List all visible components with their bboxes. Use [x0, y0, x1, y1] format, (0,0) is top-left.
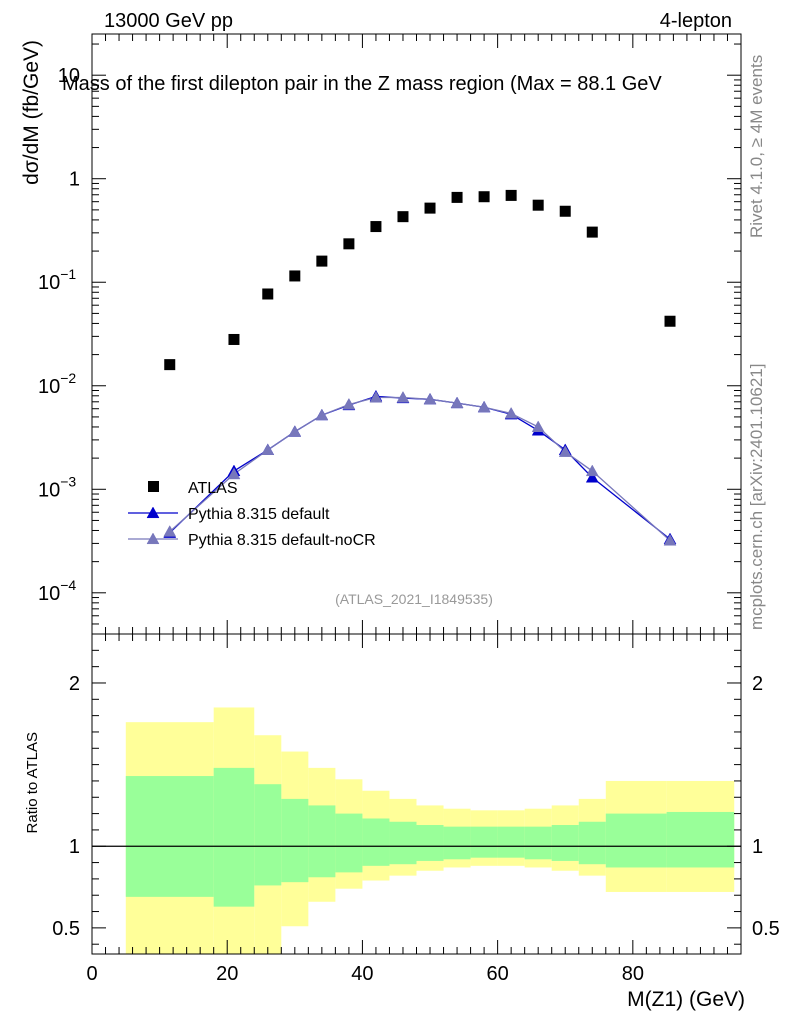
ratio-y-tick-label-right: 1 — [752, 836, 763, 858]
ratio-inner-band — [125, 776, 214, 897]
legend-entry-label: ATLAS — [188, 480, 238, 497]
legend-entry-label: Pythia 8.315 default-noCR — [188, 532, 376, 549]
atlas-data-point — [164, 359, 176, 371]
ratio-y-axis-title: Ratio to ATLAS — [24, 732, 41, 833]
atlas-data-point — [397, 211, 409, 223]
pythia-nocr-marker — [163, 525, 177, 537]
ratio-inner-band — [281, 798, 309, 883]
atlas-data-point — [228, 333, 240, 345]
pythia-default-marker — [585, 470, 599, 483]
x-tick-label: 0 — [86, 963, 97, 985]
atlas-data-point — [370, 221, 382, 233]
pythia-nocr-marker — [396, 390, 410, 403]
legend-pythia-nocr-marker — [146, 532, 160, 545]
atlas-data-point — [262, 288, 274, 300]
atlas-data-point — [664, 315, 676, 327]
atlas-data-point — [343, 238, 355, 250]
ratio-inner-band — [308, 805, 336, 878]
pythia-nocr-marker — [315, 408, 329, 421]
ratio-inner-band — [497, 826, 525, 858]
ratio-y-tick-label: 1 — [69, 836, 80, 858]
pythia-nocr-marker — [531, 420, 545, 433]
ratio-inner-band — [335, 813, 363, 873]
ratio-inner-band — [605, 813, 667, 868]
energy-label: 13000 GeV pp — [104, 10, 233, 32]
ratio-inner-band — [213, 767, 255, 907]
pythia-nocr-marker — [288, 425, 302, 437]
y-tick-label: 10−4 — [38, 577, 76, 605]
y-tick-label: 1 — [69, 169, 80, 191]
atlas-data-point — [586, 226, 598, 238]
ratio-inner-band — [666, 811, 735, 868]
atlas-data-point — [532, 199, 544, 211]
y-tick-label: 10−2 — [38, 370, 76, 398]
analysis-label: (ATLAS_2021_I1849535) — [335, 591, 493, 607]
pythia-nocr-marker — [342, 397, 356, 410]
ratio-inner-band — [416, 825, 444, 861]
pythia-nocr-marker — [477, 400, 491, 413]
atlas-data-point — [478, 191, 490, 203]
ratio-y-tick-label-right: 2 — [752, 673, 763, 695]
plot-title: Mass of the first dilepton pair in the Z… — [62, 73, 662, 95]
ratio-inner-band — [470, 826, 498, 858]
atlas-data-point — [559, 205, 571, 217]
rivet-label: Rivet 4.1.0, ≥ 4M events — [747, 54, 766, 238]
x-tick-label: 20 — [216, 963, 238, 985]
ratio-inner-band — [524, 826, 552, 860]
pythia-nocr-marker — [504, 406, 518, 419]
legend-atlas-marker — [148, 481, 159, 492]
atlas-data-point — [289, 270, 301, 282]
ratio-inner-band — [443, 826, 471, 860]
ratio-inner-band — [551, 825, 579, 861]
pythia-nocr-marker — [450, 396, 464, 409]
y-tick-label: 10−3 — [38, 473, 76, 501]
pythia-nocr-marker — [558, 445, 572, 457]
y-tick-label: 10−1 — [38, 266, 76, 294]
ratio-inner-band — [389, 821, 417, 865]
legend-pythia-default-marker — [146, 506, 160, 519]
y-tick-label: 10 — [58, 65, 80, 87]
pythia-nocr-marker — [227, 467, 241, 480]
ratio-inner-band — [254, 784, 282, 886]
ratio-inner-band — [362, 818, 390, 866]
pythia-nocr-marker — [423, 392, 437, 405]
atlas-data-point — [316, 255, 328, 267]
ratio-y-tick-label: 0.5 — [52, 918, 80, 940]
legend-entry-label: Pythia 8.315 default — [188, 506, 330, 523]
ratio-y-tick-label: 2 — [69, 673, 80, 695]
atlas-data-point — [451, 191, 463, 203]
mcplots-label: mcplots.cern.ch [arXiv:2401.10621] — [747, 363, 766, 630]
pythia-nocr-marker — [663, 533, 677, 546]
atlas-data-point — [424, 202, 436, 214]
x-axis-title: M(Z1) (GeV) — [627, 988, 745, 1011]
pythia-nocr-marker — [261, 443, 275, 455]
x-tick-label: 40 — [351, 963, 373, 985]
x-tick-label: 60 — [487, 963, 509, 985]
ratio-y-tick-label-right: 0.5 — [752, 918, 780, 940]
pythia-nocr-line — [169, 396, 671, 541]
atlas-data-point — [505, 189, 517, 201]
main-y-axis-title: dσ/dM (fb/GeV) — [20, 40, 43, 185]
process-label: 4-lepton — [660, 10, 732, 32]
x-tick-label: 80 — [622, 963, 644, 985]
pythia-nocr-marker — [369, 390, 383, 403]
ratio-inner-band — [578, 821, 606, 865]
pythia-nocr-marker — [585, 464, 599, 477]
legend: ATLAS Pythia 8.315 default Pythia 8.315 de… — [128, 480, 376, 549]
